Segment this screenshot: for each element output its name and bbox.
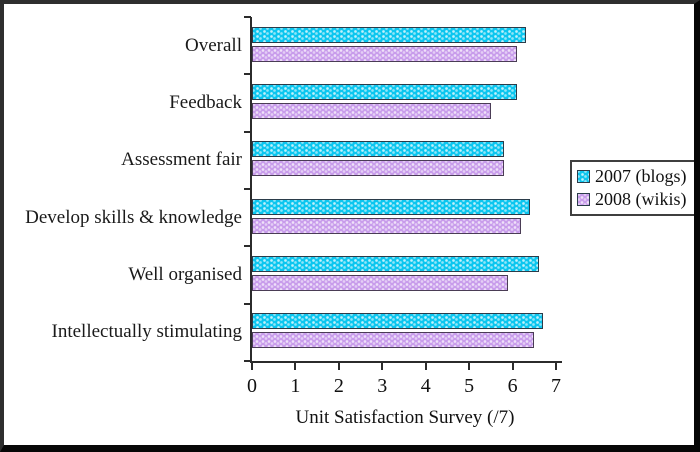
x-tick	[294, 362, 297, 370]
x-tick-label: 3	[377, 375, 388, 397]
x-tick	[251, 362, 253, 370]
x-tick	[381, 362, 384, 370]
bar-2007	[252, 83, 517, 100]
bar-2007	[252, 141, 504, 158]
bar-2008	[252, 332, 535, 349]
category-label: Develop skills & knowledge	[25, 206, 242, 228]
bar-2007	[252, 26, 526, 43]
x-tick-label: 7	[551, 375, 561, 397]
x-tick-label: 5	[464, 375, 475, 397]
x-tick	[555, 362, 557, 370]
category-label: Assessment fair	[121, 149, 242, 171]
category-label: Intellectually stimulating	[51, 321, 242, 343]
bar-2008	[252, 45, 517, 62]
bar-2008	[252, 160, 504, 177]
x-tick	[468, 362, 471, 370]
legend-swatch-icon	[577, 193, 590, 206]
y-tick	[244, 245, 251, 248]
x-axis-title: Unit Satisfaction Survey (/7)	[295, 407, 515, 428]
x-tick	[424, 362, 427, 370]
category-label: Well organised	[128, 264, 242, 285]
x-tick-label: 6	[507, 375, 518, 397]
x-tick	[337, 362, 340, 370]
y-tick	[244, 302, 251, 305]
legend: 2007 (blogs) 2008 (wikis)	[570, 160, 694, 216]
x-tick-label: 4	[420, 375, 431, 397]
y-axis-line	[250, 17, 252, 363]
y-tick	[244, 360, 251, 362]
legend-label: 2008 (wikis)	[595, 189, 687, 209]
bar-2007	[252, 313, 543, 330]
x-axis-line	[250, 361, 562, 363]
bar-2008	[252, 217, 522, 234]
y-tick	[244, 73, 251, 76]
category-label: Feedback	[169, 92, 242, 113]
y-tick	[244, 188, 251, 190]
legend-swatch-icon	[577, 170, 590, 183]
legend-item: 2008 (wikis)	[577, 189, 690, 210]
legend-label: 2007 (blogs)	[595, 166, 687, 186]
y-tick	[244, 130, 251, 133]
x-tick	[511, 362, 514, 370]
legend-item: 2007 (blogs)	[577, 166, 690, 187]
bar-2007	[252, 255, 539, 272]
category-label: Overall	[185, 34, 242, 56]
bar-2007	[252, 198, 530, 215]
x-tick-label: 1	[290, 375, 301, 397]
bar-2008	[252, 274, 509, 291]
y-tick	[244, 16, 251, 18]
x-tick-label: 2	[333, 375, 344, 397]
x-tick-label: 0	[247, 375, 257, 397]
bar-2008	[252, 102, 491, 119]
